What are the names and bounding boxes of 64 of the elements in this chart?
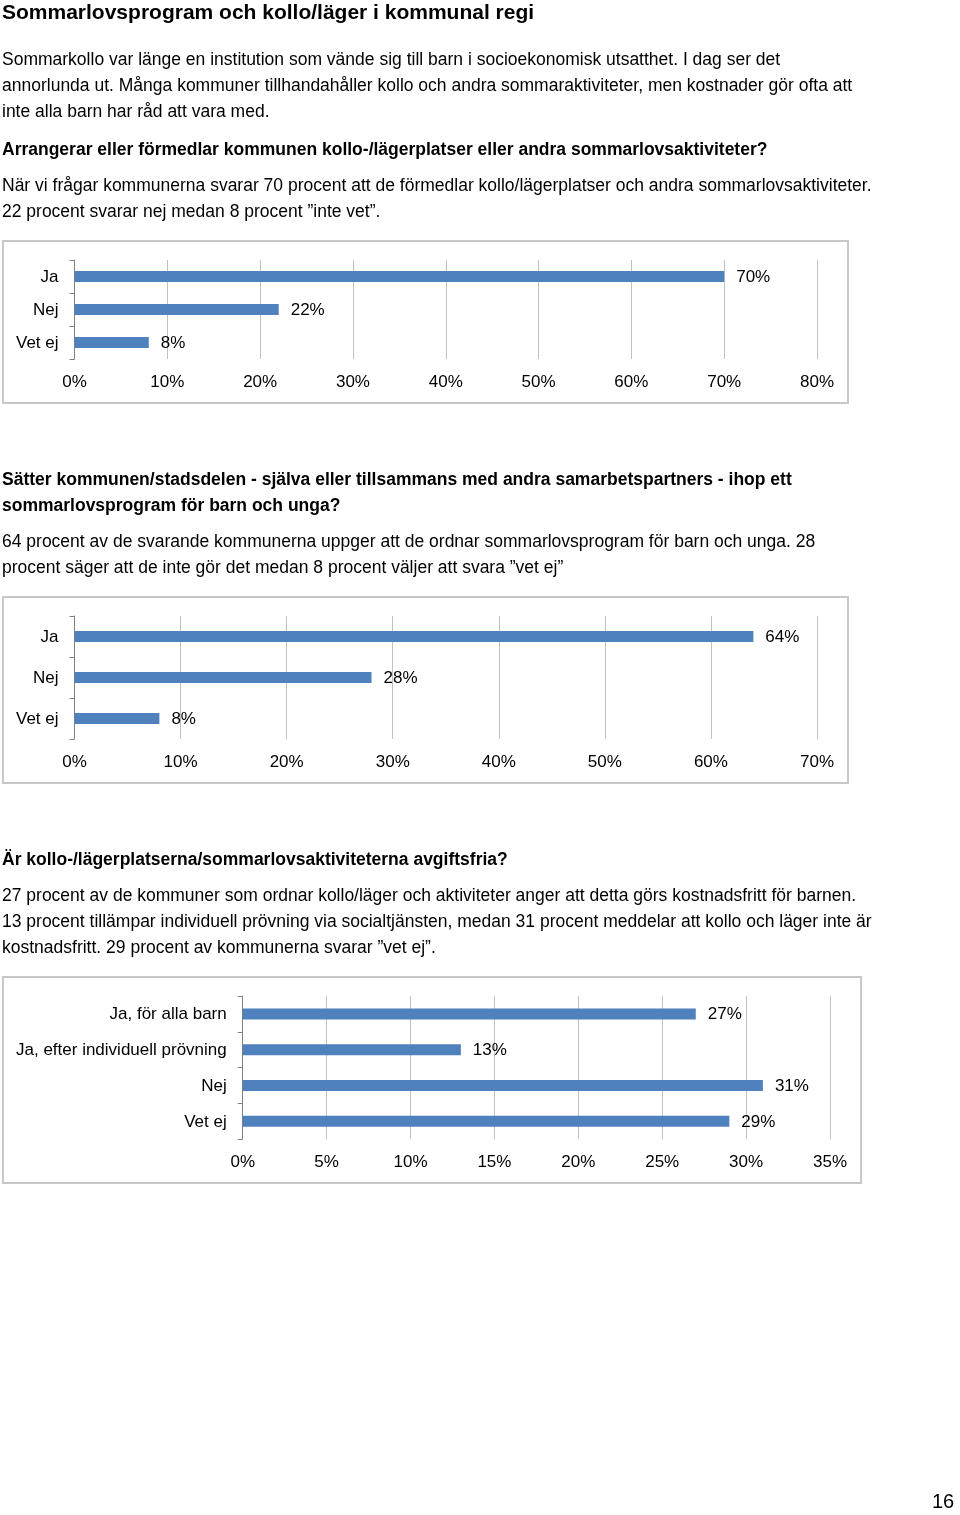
x-tick-label: 15% bbox=[477, 1152, 512, 1171]
data-label: 13% bbox=[472, 1040, 507, 1060]
x-tick-label: 40% bbox=[481, 752, 516, 771]
bar bbox=[74, 304, 279, 315]
data-label: 31% bbox=[774, 1075, 809, 1095]
x-tick-label: 35% bbox=[812, 1152, 848, 1171]
data-label: 8% bbox=[171, 709, 196, 728]
x-tick-label: 60% bbox=[614, 372, 649, 391]
bar bbox=[74, 713, 160, 724]
chart-title: Sätter kommunen/stadsdelen - själva eller tillsammans med andra samarbetspartners - ihop ett sommarlovsprogram för barn och unga? bbox=[2, 468, 793, 517]
x-tick-label: 5% bbox=[314, 1152, 339, 1171]
bar bbox=[74, 672, 372, 683]
x-tick-label: 50% bbox=[587, 752, 622, 771]
bar bbox=[242, 1079, 763, 1091]
chart-subtitle: När vi frågar kommunerna svarar 70 procent att de förmedlar kollo/lägerplatser och andra sommarlovsaktiviteter. 22 procent svarar nej medan 8 procent ”inte vet”. bbox=[2, 174, 872, 223]
x-tick-label: 30% bbox=[335, 372, 370, 391]
x-tick-label: 0% bbox=[62, 372, 87, 391]
x-tick-label: 70% bbox=[707, 372, 742, 391]
data-label: 70% bbox=[736, 267, 771, 286]
chart-subtitle: 64 procent av de svarande kommunerna uppger att de ordnar sommarlovsprogram för barn och unga. 28 procent säger att de inte gör det medan 8 procent väljer att svara ”vet ej” bbox=[2, 530, 817, 579]
y-tick-label: Ja bbox=[40, 267, 60, 286]
chart-title: Arrangerar eller förmedlar kommunen kollo-/lägerplatser eller andra sommarlovsaktiviteter? bbox=[2, 138, 769, 161]
data-label: 22% bbox=[290, 300, 325, 319]
x-tick-label: 25% bbox=[645, 1152, 680, 1171]
x-tick-label: 20% bbox=[243, 372, 278, 391]
bar bbox=[74, 631, 754, 642]
data-label: 29% bbox=[741, 1111, 776, 1131]
y-tick-label: Nej bbox=[33, 300, 59, 319]
x-tick-label: 20% bbox=[561, 1152, 596, 1171]
bar bbox=[74, 337, 149, 348]
data-label: 8% bbox=[160, 333, 186, 352]
text: Sommarkollo var länge en institution som vände sig till barn i socioekonomisk utsatthet. I dag ser det annorlunda ut. Många kommuner tillhandahåller kollo och andra sommaraktiviteter, men kostnader gör ofta att inte alla barn har råd att vara med. bbox=[2, 48, 854, 123]
x-tick-label: 0% bbox=[230, 1152, 256, 1171]
chart-title: Är kollo-/lägerplatserna/sommarlovsaktiviteterna avgiftsfria? bbox=[2, 848, 509, 871]
text: 16 bbox=[932, 1490, 955, 1513]
x-tick-label: 0% bbox=[62, 752, 87, 771]
text: Sommarlovsprogram och kollo/läger i kommunal regi bbox=[2, 0, 536, 24]
data-label: 28% bbox=[383, 668, 418, 687]
y-tick-label: Nej bbox=[33, 668, 59, 687]
data-label: 64% bbox=[765, 627, 800, 646]
y-tick-label: Vet ej bbox=[184, 1111, 227, 1131]
x-tick-label: 80% bbox=[799, 372, 835, 391]
data-label: 27% bbox=[707, 1004, 742, 1024]
y-tick-label: Ja, efter individuell prövning bbox=[16, 1040, 227, 1060]
x-tick-label: 70% bbox=[799, 752, 835, 771]
bar bbox=[242, 1115, 730, 1127]
bar bbox=[242, 1044, 461, 1056]
y-tick-label: Vet ej bbox=[15, 333, 59, 352]
y-tick-label: Nej bbox=[201, 1075, 227, 1095]
x-tick-label: 30% bbox=[375, 752, 410, 771]
x-tick-label: 20% bbox=[269, 752, 304, 771]
y-tick-label: Ja, för alla barn bbox=[109, 1004, 227, 1024]
y-tick-label: Vet ej bbox=[15, 709, 59, 728]
bar bbox=[74, 271, 725, 282]
x-tick-label: 10% bbox=[393, 1152, 428, 1171]
x-tick-label: 10% bbox=[150, 372, 185, 391]
x-tick-label: 60% bbox=[693, 752, 728, 771]
x-tick-label: 40% bbox=[428, 372, 463, 391]
x-tick-label: 50% bbox=[521, 372, 556, 391]
x-tick-label: 30% bbox=[729, 1152, 764, 1171]
x-tick-label: 10% bbox=[163, 752, 198, 771]
y-tick-label: Ja bbox=[40, 627, 60, 646]
chart-subtitle: 27 procent av de kommuner som ordnar kollo/läger och aktiviteter anger att detta görs kostnadsfritt för barnen. 13 procent tillämpar individuell prövning via socialtjänsten, medan 31 procent meddelar att kollo och läger inte är kostnadsfritt. 29 procent av kommunerna svarar ”vet ej”. bbox=[2, 884, 872, 959]
bar bbox=[242, 1008, 696, 1020]
